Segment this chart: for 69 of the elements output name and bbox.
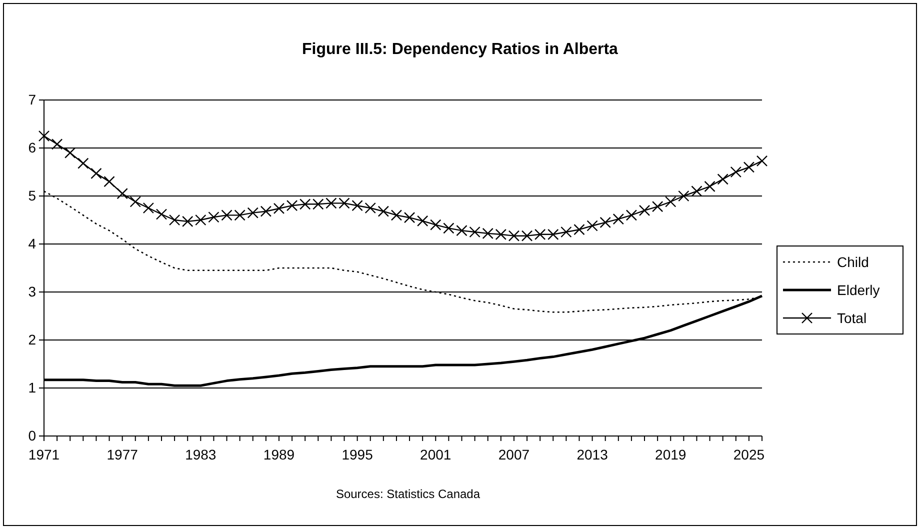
point xyxy=(704,180,716,192)
point xyxy=(273,202,285,214)
x-tick-label: 1995 xyxy=(342,446,374,462)
point xyxy=(116,188,128,200)
point xyxy=(430,219,442,230)
point xyxy=(208,212,220,223)
point xyxy=(626,210,638,221)
point xyxy=(638,204,650,216)
point xyxy=(130,196,141,208)
y-tick-label: 4 xyxy=(28,235,36,252)
x-tick-label: 1971 xyxy=(28,446,60,462)
point xyxy=(286,200,298,212)
point xyxy=(495,228,507,240)
y-tick-label: 7 xyxy=(28,91,36,108)
y-tick-label: 3 xyxy=(28,283,36,300)
x-tick-label: 1983 xyxy=(185,446,216,462)
point xyxy=(756,155,768,167)
y-tick-label: 2 xyxy=(28,331,36,348)
x-tick-label: 1977 xyxy=(106,446,138,462)
point xyxy=(730,166,742,178)
x-tick-label: 2025 xyxy=(733,446,765,462)
point xyxy=(678,190,690,202)
legend-label: Elderly xyxy=(837,282,880,298)
point xyxy=(78,158,89,169)
point xyxy=(156,208,168,220)
point xyxy=(182,216,194,228)
point xyxy=(404,212,416,224)
point xyxy=(560,226,572,238)
point xyxy=(195,214,206,226)
x-tick-label: 2013 xyxy=(576,446,608,462)
y-tick-label: 0 xyxy=(28,427,36,444)
source-note: Sources: Statistics Canada xyxy=(336,487,480,501)
point xyxy=(142,202,154,214)
point xyxy=(247,207,258,218)
point xyxy=(90,168,102,180)
point xyxy=(717,174,728,185)
y-tick-label: 1 xyxy=(28,379,36,396)
point xyxy=(600,216,611,228)
point xyxy=(691,186,702,197)
point xyxy=(51,138,63,150)
point xyxy=(104,176,115,188)
point xyxy=(482,228,494,240)
point xyxy=(378,206,390,217)
point xyxy=(469,226,480,238)
point xyxy=(416,215,428,227)
point xyxy=(260,206,272,217)
point xyxy=(586,220,598,232)
point xyxy=(652,200,664,212)
x-tick-label: 2019 xyxy=(655,446,686,462)
y-tick-label: 5 xyxy=(28,187,36,204)
point xyxy=(364,202,376,214)
x-tick-label: 2001 xyxy=(420,446,452,462)
point xyxy=(443,222,454,234)
point xyxy=(390,210,402,221)
y-tick-label: 6 xyxy=(28,139,36,156)
x-tick-label: 2007 xyxy=(498,446,530,462)
x-tick-label: 1989 xyxy=(263,446,295,462)
legend-label: Total xyxy=(837,310,867,326)
chart-title: Figure III.5: Dependency Ratios in Alberta xyxy=(302,41,618,58)
point xyxy=(38,130,50,142)
point xyxy=(665,196,676,208)
point xyxy=(352,200,363,212)
point xyxy=(456,224,468,236)
legend-label: Child xyxy=(837,254,869,270)
point xyxy=(64,147,76,158)
point xyxy=(574,224,585,236)
point xyxy=(168,214,180,226)
point xyxy=(743,162,755,173)
point xyxy=(612,213,624,225)
